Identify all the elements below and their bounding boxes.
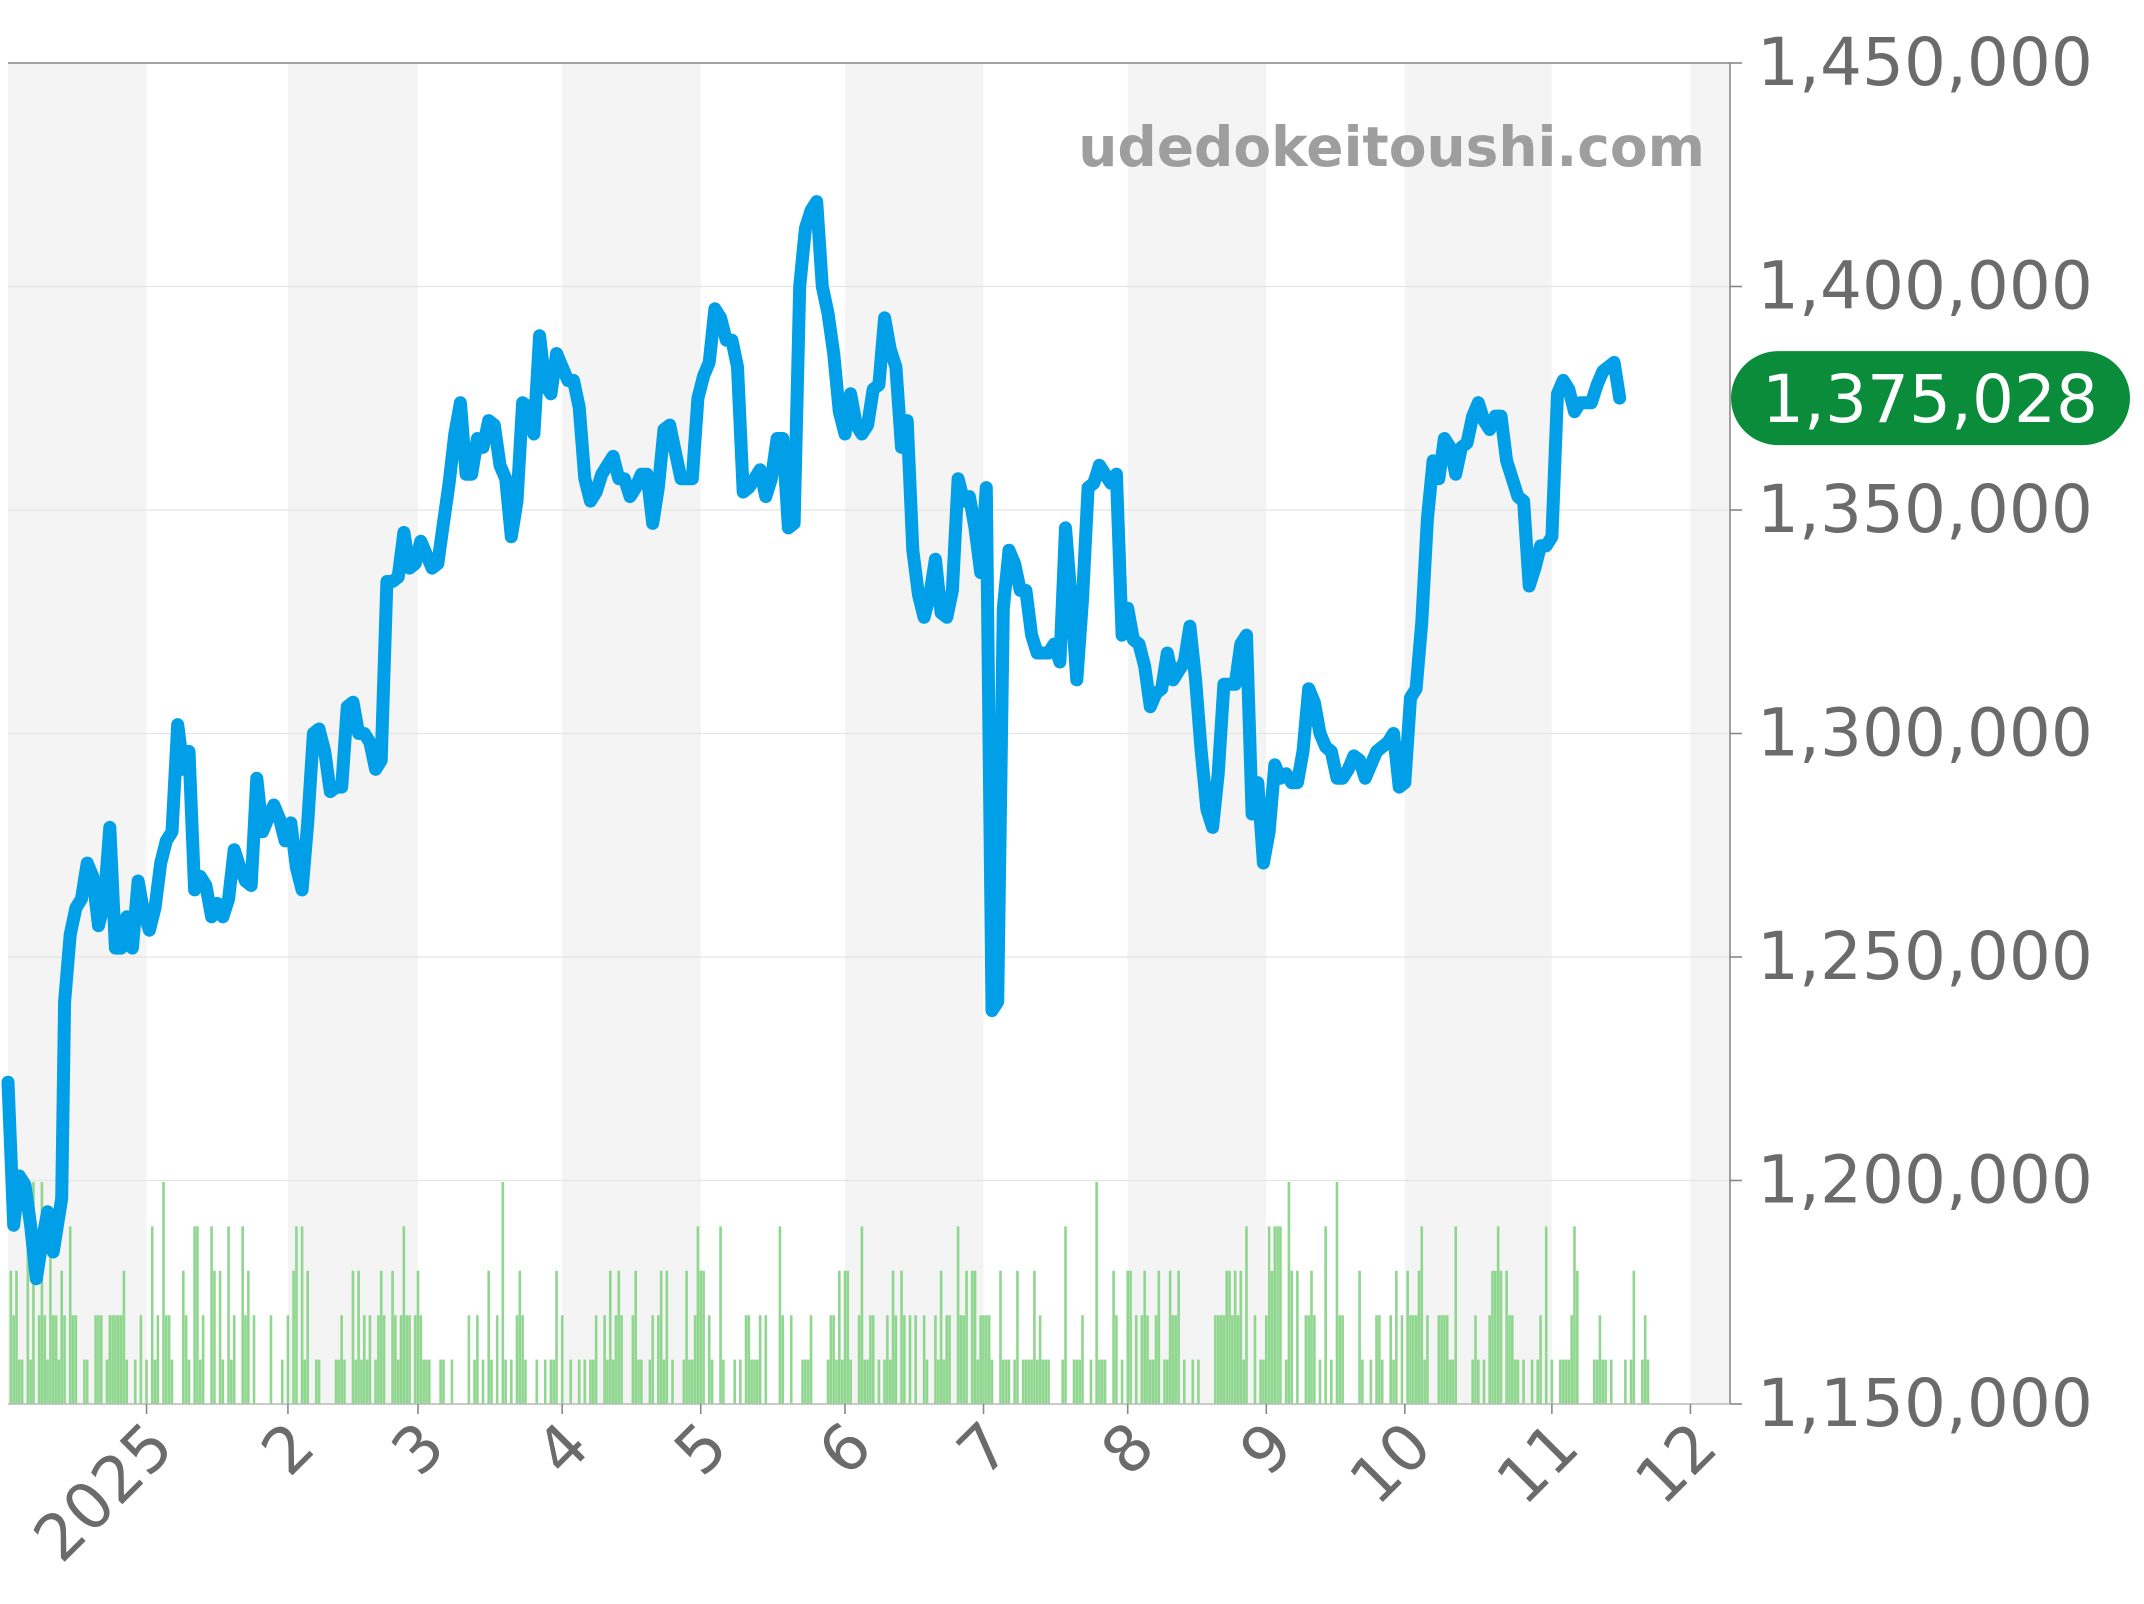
axes — [8, 62, 1742, 1414]
price-line — [1, 195, 1627, 1286]
watermark: udedokeitoushi.com — [1078, 115, 1705, 179]
x-tick-label: 10 — [1336, 1409, 1446, 1519]
x-tick-label: 8 — [1088, 1409, 1169, 1490]
x-tick-label: 4 — [522, 1409, 603, 1490]
x-tick-label: 6 — [805, 1409, 886, 1490]
last-value-badge-bg — [1731, 351, 2130, 446]
x-tick-label: 7 — [944, 1409, 1025, 1490]
last-value-badge: 1,375,028 — [1731, 351, 2130, 446]
last-value-label: 1,375,028 — [1762, 361, 2098, 438]
y-tick-label: 1,450,000 — [1757, 24, 2093, 101]
price-line-layer — [1, 195, 1627, 1286]
x-tick-label: 2025 — [20, 1409, 187, 1576]
x-tick-label: 9 — [1226, 1409, 1307, 1490]
x-tick-label: 5 — [661, 1409, 742, 1490]
y-tick-label: 1,350,000 — [1757, 471, 2093, 548]
y-tick-label: 1,400,000 — [1757, 248, 2093, 325]
x-tick-labels: 2025 2 3 4 5 6 7 8 9 10 11 12 — [20, 1409, 1731, 1576]
y-tick-label: 1,200,000 — [1757, 1142, 2093, 1219]
x-tick-label: 11 — [1483, 1409, 1593, 1519]
volume-bars — [9, 1182, 1650, 1404]
x-tick-label: 12 — [1622, 1409, 1732, 1519]
y-tick-label: 1,250,000 — [1757, 918, 2093, 995]
y-tick-label: 1,300,000 — [1757, 695, 2093, 772]
y-tick-label: 1,150,000 — [1757, 1365, 2093, 1442]
y-tick-labels: 1,150,000 1,200,000 1,250,000 1,300,000 1,35… — [1757, 24, 2093, 1442]
x-tick-label: 2 — [248, 1409, 329, 1490]
x-tick-label: 3 — [378, 1409, 459, 1490]
